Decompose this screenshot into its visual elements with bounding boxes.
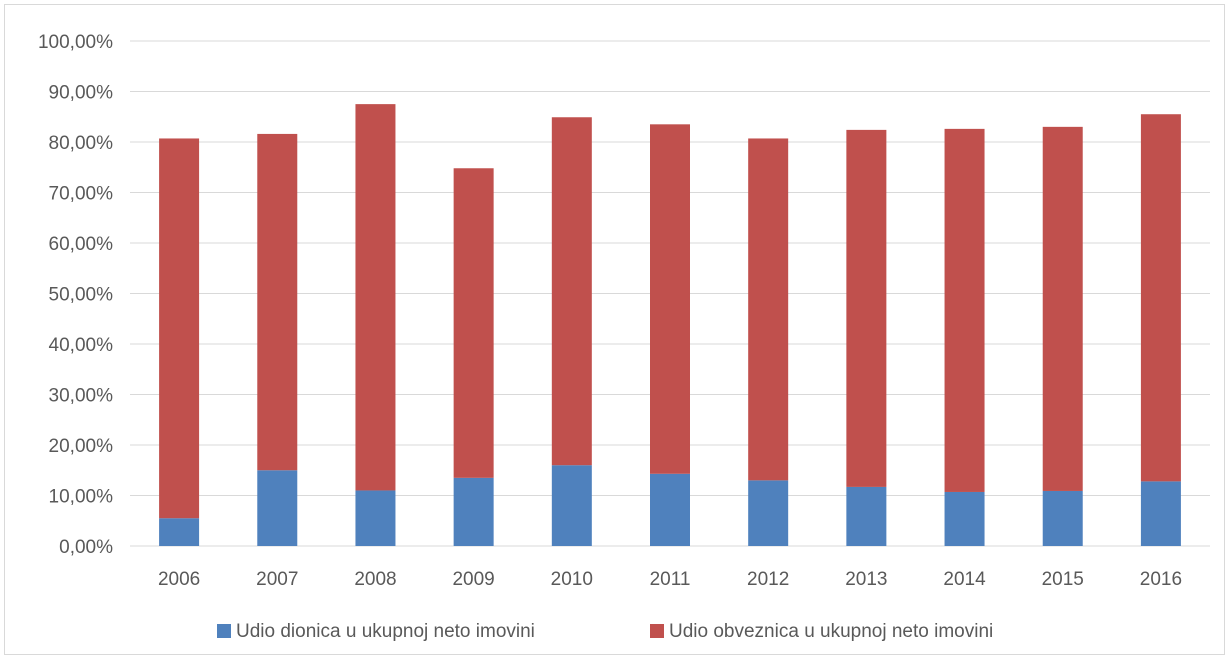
bar-obveznica-2007 bbox=[257, 133, 298, 471]
bar-dionica-2015 bbox=[1042, 490, 1083, 546]
x-tick-label: 2011 bbox=[650, 569, 691, 590]
bar-dionica-2014 bbox=[944, 491, 985, 546]
x-axis-labels: 2006 2007 2008 2009 2010 2011 2012 2013 2014 2015… bbox=[158, 569, 1182, 590]
bars bbox=[159, 104, 1181, 546]
bar-obveznica-2013 bbox=[846, 129, 887, 487]
bar-dionica-2012 bbox=[748, 480, 789, 546]
x-tick-label: 2013 bbox=[845, 569, 887, 590]
legend-label: Udio dionica u ukupnoj neto imovini bbox=[236, 621, 535, 642]
bar-obveznica-2016 bbox=[1140, 114, 1181, 482]
x-tick-label: 2010 bbox=[551, 569, 593, 590]
bar-dionica-2016 bbox=[1140, 481, 1181, 546]
bar-dionica-2006 bbox=[159, 518, 200, 546]
y-tick-label: 100,00% bbox=[38, 32, 113, 53]
bar-obveznica-2009 bbox=[453, 168, 494, 478]
x-tick-label: 2016 bbox=[1140, 569, 1182, 590]
bar-dionica-2010 bbox=[551, 465, 592, 546]
y-tick-label: 30,00% bbox=[49, 386, 114, 407]
bar-dionica-2007 bbox=[257, 470, 298, 546]
x-tick-label: 2012 bbox=[747, 569, 789, 590]
legend: Udio dionica u ukupnoj neto imovini Udio … bbox=[217, 621, 993, 642]
y-axis-labels: 0,00% 10,00% 20,00% 30,00% 40,00% 50,00% 60,00… bbox=[38, 32, 113, 558]
bar-dionica-2009 bbox=[453, 477, 494, 546]
bar-dionica-2013 bbox=[846, 486, 887, 546]
bar-obveznica-2006 bbox=[159, 138, 200, 519]
legend-swatch bbox=[217, 624, 231, 638]
bar-obveznica-2011 bbox=[650, 124, 690, 474]
bar-dionica-2011 bbox=[650, 473, 690, 546]
x-tick-label: 2007 bbox=[256, 569, 298, 590]
y-tick-label: 50,00% bbox=[49, 285, 114, 306]
bar-obveznica-2015 bbox=[1042, 126, 1083, 491]
y-tick-label: 20,00% bbox=[49, 436, 114, 457]
y-tick-label: 90,00% bbox=[49, 83, 114, 104]
bar-obveznica-2014 bbox=[944, 128, 985, 492]
legend-label: Udio obveznica u ukupnoj neto imovini bbox=[669, 621, 993, 642]
x-tick-label: 2008 bbox=[354, 569, 396, 590]
x-tick-label: 2015 bbox=[1042, 569, 1084, 590]
y-tick-label: 10,00% bbox=[49, 487, 114, 508]
y-tick-label: 80,00% bbox=[49, 133, 114, 154]
y-tick-label: 60,00% bbox=[49, 234, 114, 255]
x-tick-label: 2014 bbox=[943, 569, 986, 590]
bar-obveznica-2012 bbox=[748, 138, 789, 481]
y-tick-label: 40,00% bbox=[49, 335, 114, 356]
x-tick-label: 2009 bbox=[452, 569, 494, 590]
bar-obveznica-2010 bbox=[551, 117, 592, 466]
bar-dionica-2008 bbox=[355, 490, 396, 546]
y-tick-label: 0,00% bbox=[59, 537, 113, 558]
legend-swatch bbox=[650, 624, 664, 638]
y-tick-label: 70,00% bbox=[49, 184, 114, 205]
x-tick-label: 2006 bbox=[158, 569, 200, 590]
bar-obveznica-2008 bbox=[355, 104, 396, 491]
